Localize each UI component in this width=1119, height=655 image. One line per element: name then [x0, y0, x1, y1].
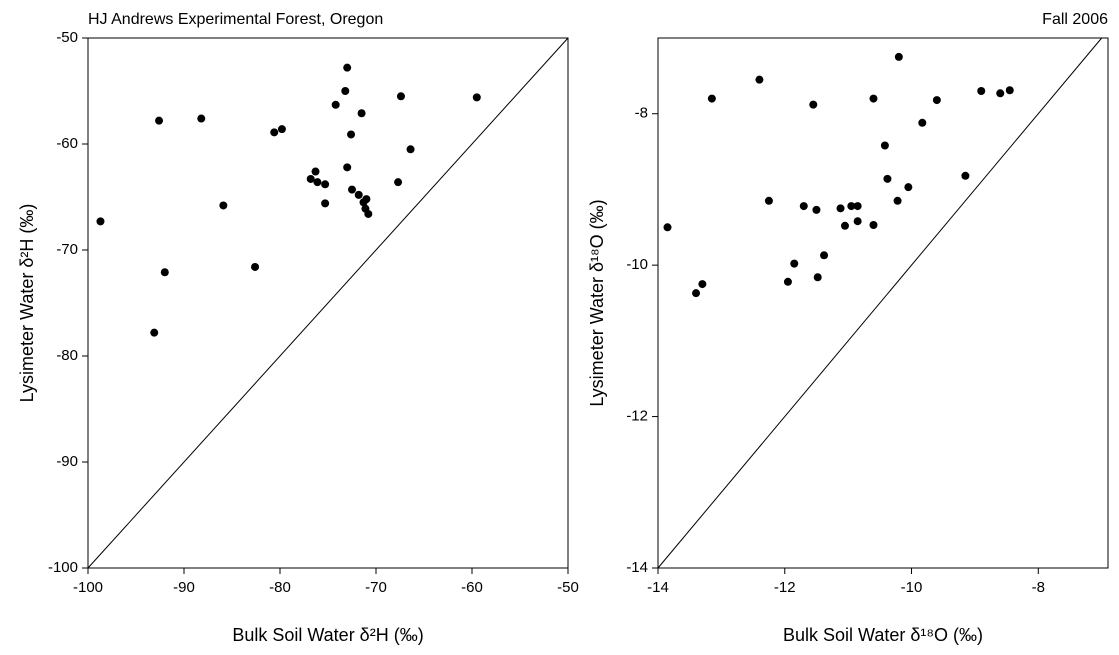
point — [883, 174, 892, 183]
point — [904, 183, 913, 192]
point — [251, 262, 260, 271]
point — [1005, 86, 1014, 95]
point — [277, 125, 286, 134]
point — [894, 52, 903, 61]
point — [880, 141, 889, 150]
point — [347, 130, 356, 139]
point — [977, 87, 986, 95]
x-tick-label: -8 — [1032, 579, 1045, 596]
x-tick-label: -70 — [365, 579, 387, 596]
x-tick-label: -60 — [461, 579, 483, 596]
point — [306, 174, 315, 183]
point — [783, 277, 792, 286]
point — [354, 190, 363, 199]
y-axis-label: Lysimeter Water δ¹⁸O (‰) — [587, 199, 607, 406]
y-tick-label: -8 — [635, 105, 648, 122]
point — [396, 92, 405, 101]
y-axis-label: Lysimeter Water δ²H (‰) — [17, 204, 37, 403]
point — [996, 89, 1005, 98]
y-tick-label: -14 — [626, 559, 648, 576]
point — [341, 87, 350, 95]
point — [364, 209, 373, 218]
point — [853, 217, 862, 226]
point — [961, 171, 970, 180]
point — [331, 100, 340, 109]
point — [311, 167, 320, 176]
point — [790, 259, 799, 268]
point — [692, 289, 701, 298]
point — [150, 328, 159, 337]
point — [698, 280, 707, 289]
point — [764, 196, 773, 205]
point — [847, 202, 856, 211]
point — [348, 185, 356, 194]
point — [799, 202, 808, 211]
y-tick-label: -70 — [56, 241, 78, 258]
point — [755, 75, 764, 84]
point — [343, 63, 352, 72]
point — [357, 109, 366, 118]
point — [160, 268, 169, 277]
point — [472, 93, 481, 102]
y-tick-label: -50 — [56, 29, 78, 46]
point — [406, 145, 415, 154]
one-to-one-line — [657, 37, 1103, 569]
point — [321, 199, 330, 208]
plot-frame — [657, 37, 1109, 569]
x-tick-label: -12 — [774, 579, 796, 596]
y-tick-label: -100 — [48, 559, 78, 576]
point — [893, 196, 902, 205]
point — [869, 221, 878, 230]
point — [853, 202, 862, 211]
x-tick-label: -50 — [557, 579, 579, 596]
x-tick-label: -100 — [73, 579, 103, 596]
x-tick-label: -14 — [647, 579, 669, 596]
point — [820, 251, 829, 260]
point — [394, 178, 403, 187]
point — [707, 94, 716, 103]
x-axis-label: Bulk Soil Water δ²H (‰) — [232, 625, 423, 645]
point — [270, 128, 279, 137]
plot-frame — [87, 37, 569, 569]
point — [918, 118, 927, 127]
point — [813, 273, 822, 282]
point — [343, 163, 352, 172]
x-tick-label: -10 — [901, 579, 923, 596]
x-tick-label: -90 — [173, 579, 195, 596]
point — [932, 96, 941, 105]
y-tick-label: -80 — [56, 347, 78, 364]
point — [809, 100, 818, 109]
point — [812, 205, 821, 214]
point — [219, 201, 228, 210]
chart-title: HJ Andrews Experimental Forest, Oregon — [88, 11, 383, 28]
y-tick-label: -60 — [56, 135, 78, 152]
point — [836, 204, 845, 213]
point — [869, 94, 878, 103]
point — [197, 114, 206, 123]
point — [362, 195, 371, 204]
x-tick-label: -80 — [269, 579, 291, 596]
one-to-one-line — [87, 37, 569, 569]
point — [321, 180, 330, 189]
point — [313, 178, 322, 187]
point — [663, 223, 672, 232]
point — [96, 217, 105, 226]
point — [155, 116, 164, 125]
y-tick-label: -90 — [56, 453, 78, 470]
x-axis-label: Bulk Soil Water δ¹⁸O (‰) — [783, 625, 983, 645]
chart-title: Fall 2006 — [1042, 11, 1108, 28]
y-tick-label: -10 — [626, 256, 648, 273]
y-tick-label: -12 — [626, 408, 648, 425]
point — [840, 221, 849, 230]
